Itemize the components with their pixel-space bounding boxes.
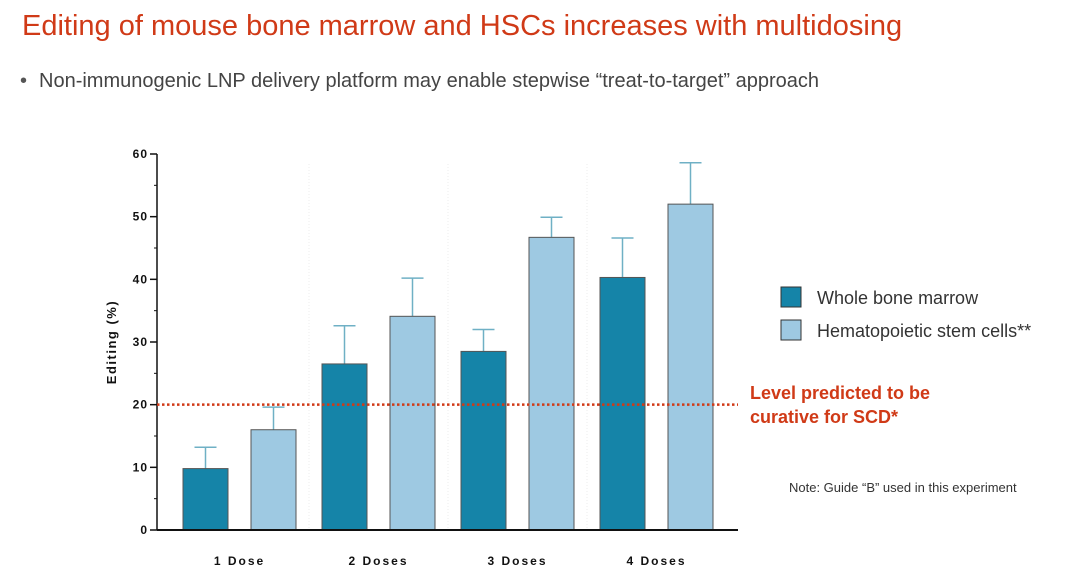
bar-whole-bone-marrow [460,350,507,531]
y-axis-ticks: 0 10 20 30 40 50 60 [133,147,157,537]
category-label: 3 Doses [487,554,547,568]
bars [182,203,714,531]
legend-swatch-hsc [780,319,802,341]
threshold-label-line1: Level predicted to be [750,383,930,403]
threshold-label-line2: curative for SCD* [750,407,898,427]
bar-hsc [667,203,714,531]
bullet-point: • Non-immunogenic LNP delivery platform m… [20,70,819,93]
legend-label-whole-bone-marrow: Whole bone marrow [817,288,979,308]
y-tick-label: 20 [133,398,148,412]
error-bars [194,162,702,469]
category-label: 2 Doses [348,554,408,568]
y-tick-label: 30 [133,335,148,349]
axes [156,154,738,531]
y-axis-label: Editing (%) [104,300,119,384]
bullet-dot: • [20,70,28,92]
bullet-text: Non-immunogenic LNP delivery platform ma… [39,70,820,92]
legend-swatch-whole-bone-marrow [780,286,802,308]
y-tick-label: 50 [133,210,148,224]
bar-hsc [528,236,575,531]
y-tick-label: 60 [133,147,148,161]
y-tick-label: 40 [133,272,148,286]
bar-whole-bone-marrow [321,363,368,531]
bar-hsc [389,315,436,531]
y-tick-label: 10 [133,460,148,474]
category-label: 1 Dose [214,554,265,568]
chart-note: Note: Guide “B” used in this experiment [789,480,1017,495]
legend-label-hsc: Hematopoietic stem cells** [817,321,1031,341]
category-labels: 1 Dose 2 Doses 3 Doses 4 Doses [214,554,686,568]
y-tick-label: 0 [140,523,148,537]
category-label: 4 Doses [626,554,686,568]
bar-hsc [250,429,297,531]
category-separators [308,164,588,530]
legend: Whole bone marrow Hematopoietic stem cel… [780,286,1031,341]
slide-title: Editing of mouse bone marrow and HSCs in… [22,10,903,42]
bar-whole-bone-marrow [182,468,229,531]
